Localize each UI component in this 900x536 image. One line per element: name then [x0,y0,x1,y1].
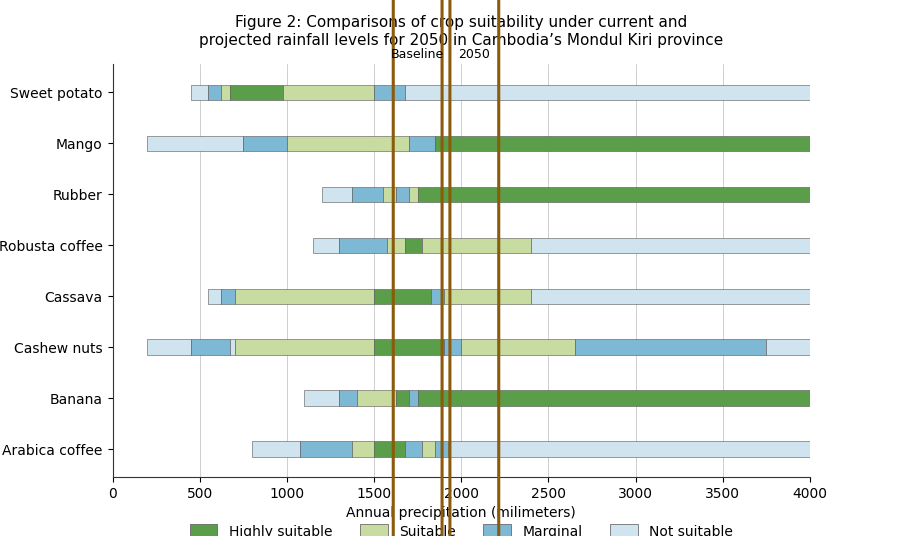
Bar [431,288,444,304]
Bar [374,288,431,304]
Bar [531,288,810,304]
Bar [382,187,396,202]
Bar [396,390,409,406]
Bar [374,339,444,355]
Bar [339,390,356,406]
Title: Figure 2: Comparisons of crop suitability under current and
projected rainfall l: Figure 2: Comparisons of crop suitabilit… [199,16,724,48]
Bar [243,136,287,151]
Bar [409,390,418,406]
Bar [313,237,339,253]
Bar [148,136,243,151]
Bar [191,85,209,100]
X-axis label: Annual precipitation (milimeters): Annual precipitation (milimeters) [346,507,576,520]
Bar [221,85,230,100]
Bar [435,136,810,151]
Bar [374,441,405,457]
Text: Baseline: Baseline [391,48,445,61]
Bar [409,187,418,202]
Bar [356,390,396,406]
Bar [148,339,191,355]
Bar [444,288,531,304]
Bar [409,136,435,151]
Bar [339,237,387,253]
Bar [283,85,374,100]
Bar [387,237,405,253]
Bar [444,339,461,355]
Bar [531,237,810,253]
Bar [235,288,374,304]
Bar [448,441,810,457]
Bar [352,187,382,202]
Bar [418,187,810,202]
Bar [396,187,409,202]
Bar [422,441,435,457]
Bar [304,390,339,406]
Bar [461,339,574,355]
Bar [405,441,422,457]
Bar [405,237,422,253]
Bar [209,85,221,100]
Bar [221,288,235,304]
Bar [405,85,810,100]
Bar [435,441,448,457]
Legend: Highly suitable, Suitable, Marginal, Not suitable: Highly suitable, Suitable, Marginal, Not… [184,518,738,536]
Bar [322,187,352,202]
Bar [209,288,221,304]
Bar [230,85,283,100]
Bar [767,339,810,355]
Bar [352,441,374,457]
Bar [418,390,810,406]
Bar [574,339,767,355]
Bar [235,339,374,355]
Text: 2050: 2050 [458,48,491,61]
Bar [230,339,235,355]
Bar [287,136,409,151]
Bar [422,237,531,253]
Bar [374,85,405,100]
Bar [252,441,300,457]
Bar [300,441,352,457]
Bar [191,339,230,355]
